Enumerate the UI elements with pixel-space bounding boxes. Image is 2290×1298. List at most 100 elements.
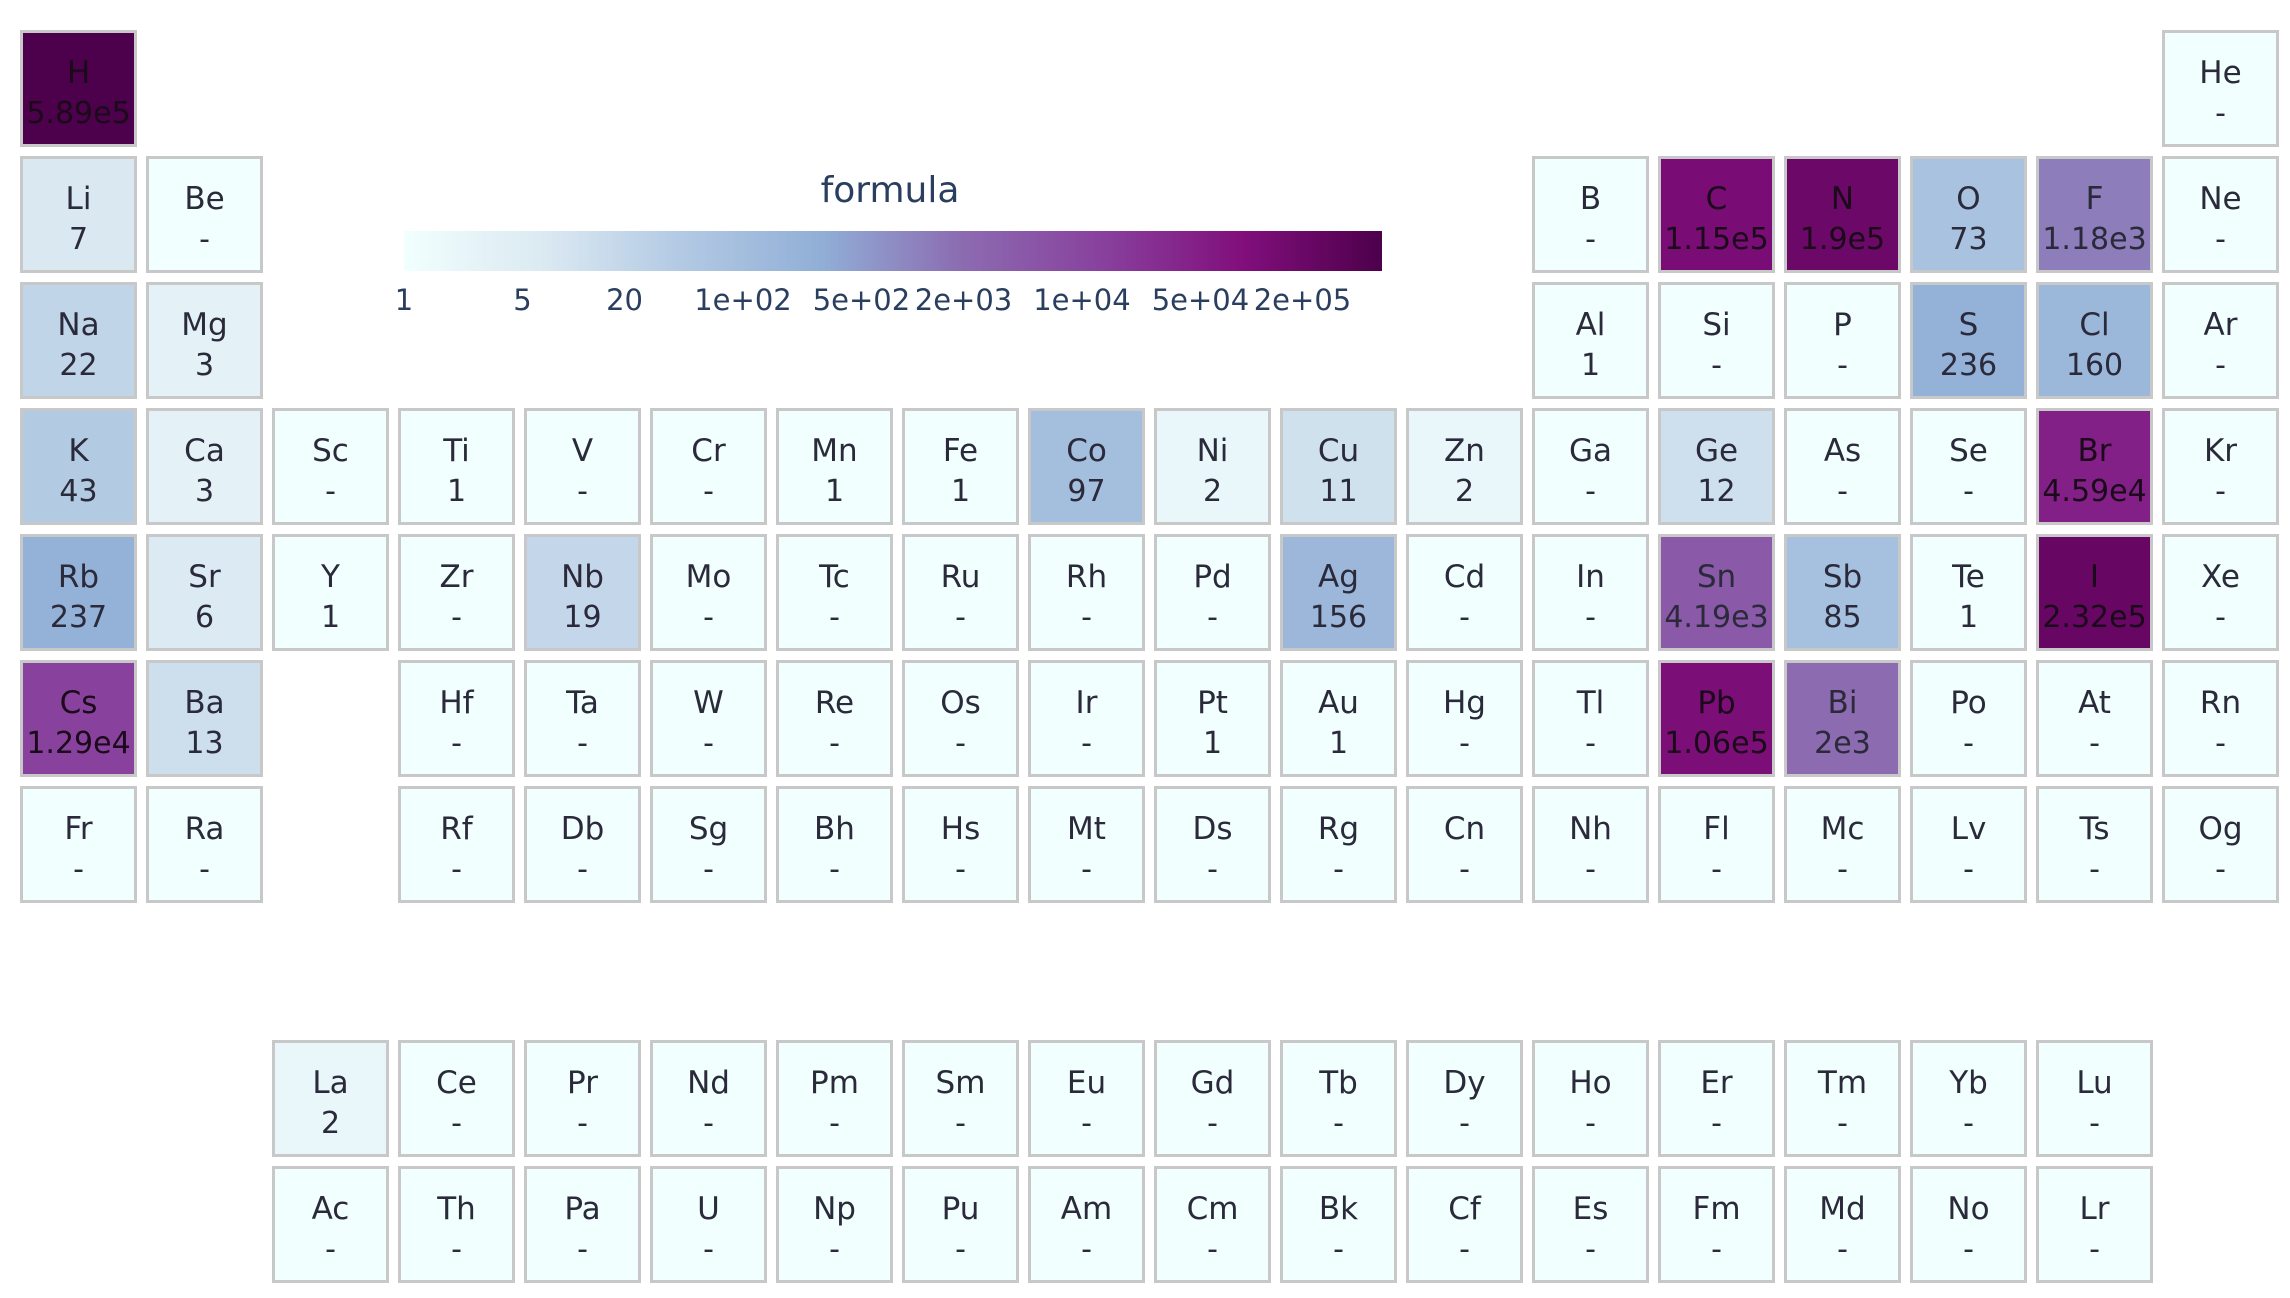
element-cell-as[interactable]: As - [1784,408,1901,525]
element-cell-ho[interactable]: Ho - [1532,1040,1649,1157]
element-cell-si[interactable]: Si - [1658,282,1775,399]
element-cell-in[interactable]: In - [1532,534,1649,651]
element-cell-at[interactable]: At - [2036,660,2153,777]
element-cell-ag[interactable]: Ag 156 [1280,534,1397,651]
element-cell-fe[interactable]: Fe 1 [902,408,1019,525]
element-cell-nd[interactable]: Nd - [650,1040,767,1157]
element-cell-se[interactable]: Se - [1910,408,2027,525]
element-cell-na[interactable]: Na 22 [20,282,137,399]
element-cell-no[interactable]: No - [1910,1166,2027,1283]
element-cell-ge[interactable]: Ge 12 [1658,408,1775,525]
element-cell-ti[interactable]: Ti 1 [398,408,515,525]
element-cell-nh[interactable]: Nh - [1532,786,1649,903]
element-cell-bi[interactable]: Bi 2e3 [1784,660,1901,777]
element-cell-am[interactable]: Am - [1028,1166,1145,1283]
element-cell-bk[interactable]: Bk - [1280,1166,1397,1283]
element-cell-la[interactable]: La 2 [272,1040,389,1157]
element-cell-tm[interactable]: Tm - [1784,1040,1901,1157]
element-cell-n[interactable]: N 1.9e5 [1784,156,1901,273]
element-cell-xe[interactable]: Xe - [2162,534,2279,651]
element-cell-u[interactable]: U- [650,1166,767,1283]
element-cell-pt[interactable]: Pt 1 [1154,660,1271,777]
element-cell-li[interactable]: Li 7 [20,156,137,273]
element-cell-sg[interactable]: Sg - [650,786,767,903]
element-cell-fr[interactable]: Fr - [20,786,137,903]
element-cell-ni[interactable]: Ni 2 [1154,408,1271,525]
element-cell-pu[interactable]: Pu - [902,1166,1019,1283]
element-cell-ce[interactable]: Ce - [398,1040,515,1157]
element-cell-te[interactable]: Te 1 [1910,534,2027,651]
element-cell-ts[interactable]: Ts - [2036,786,2153,903]
element-cell-np[interactable]: Np - [776,1166,893,1283]
element-cell-mo[interactable]: Mo - [650,534,767,651]
element-cell-c[interactable]: C 1.15e5 [1658,156,1775,273]
element-cell-es[interactable]: Es - [1532,1166,1649,1283]
element-cell-zn[interactable]: Zn 2 [1406,408,1523,525]
element-cell-nb[interactable]: Nb 19 [524,534,641,651]
element-cell-ca[interactable]: Ca 3 [146,408,263,525]
element-cell-pb[interactable]: Pb 1.06e5 [1658,660,1775,777]
element-cell-er[interactable]: Er - [1658,1040,1775,1157]
element-cell-cs[interactable]: Cs 1.29e4 [20,660,137,777]
element-cell-ra[interactable]: Ra - [146,786,263,903]
element-cell-eu[interactable]: Eu - [1028,1040,1145,1157]
element-cell-gd[interactable]: Gd - [1154,1040,1271,1157]
element-cell-br[interactable]: Br 4.59e4 [2036,408,2153,525]
element-cell-pa[interactable]: Pa - [524,1166,641,1283]
element-cell-cl[interactable]: Cl 160 [2036,282,2153,399]
element-cell-rg[interactable]: Rg - [1280,786,1397,903]
element-cell-rn[interactable]: Rn - [2162,660,2279,777]
element-cell-ac[interactable]: Ac - [272,1166,389,1283]
element-cell-lv[interactable]: Lv - [1910,786,2027,903]
element-cell-ds[interactable]: Ds - [1154,786,1271,903]
element-cell-hf[interactable]: Hf - [398,660,515,777]
element-cell-fm[interactable]: Fm - [1658,1166,1775,1283]
element-cell-s[interactable]: S 236 [1910,282,2027,399]
element-cell-kr[interactable]: Kr - [2162,408,2279,525]
element-cell-md[interactable]: Md - [1784,1166,1901,1283]
element-cell-p[interactable]: P- [1784,282,1901,399]
element-cell-db[interactable]: Db - [524,786,641,903]
element-cell-cf[interactable]: Cf - [1406,1166,1523,1283]
element-cell-ba[interactable]: Ba 13 [146,660,263,777]
element-cell-ta[interactable]: Ta - [524,660,641,777]
element-cell-hs[interactable]: Hs - [902,786,1019,903]
element-cell-ru[interactable]: Ru - [902,534,1019,651]
element-cell-re[interactable]: Re - [776,660,893,777]
element-cell-dy[interactable]: Dy - [1406,1040,1523,1157]
element-cell-rb[interactable]: Rb 237 [20,534,137,651]
element-cell-og[interactable]: Og - [2162,786,2279,903]
element-cell-ar[interactable]: Ar - [2162,282,2279,399]
element-cell-mg[interactable]: Mg 3 [146,282,263,399]
element-cell-pd[interactable]: Pd - [1154,534,1271,651]
element-cell-mt[interactable]: Mt - [1028,786,1145,903]
element-cell-pm[interactable]: Pm - [776,1040,893,1157]
element-cell-rf[interactable]: Rf - [398,786,515,903]
element-cell-pr[interactable]: Pr - [524,1040,641,1157]
element-cell-au[interactable]: Au 1 [1280,660,1397,777]
element-cell-cn[interactable]: Cn - [1406,786,1523,903]
element-cell-v[interactable]: V- [524,408,641,525]
element-cell-rh[interactable]: Rh - [1028,534,1145,651]
element-cell-yb[interactable]: Yb - [1910,1040,2027,1157]
element-cell-sm[interactable]: Sm - [902,1040,1019,1157]
element-cell-w[interactable]: W- [650,660,767,777]
element-cell-h[interactable]: H 5.89e5 [20,30,137,147]
element-cell-k[interactable]: K 43 [20,408,137,525]
element-cell-f[interactable]: F 1.18e3 [2036,156,2153,273]
element-cell-mc[interactable]: Mc - [1784,786,1901,903]
element-cell-o[interactable]: O 73 [1910,156,2027,273]
element-cell-hg[interactable]: Hg - [1406,660,1523,777]
element-cell-cd[interactable]: Cd - [1406,534,1523,651]
element-cell-sb[interactable]: Sb 85 [1784,534,1901,651]
element-cell-ne[interactable]: Ne - [2162,156,2279,273]
element-cell-cr[interactable]: Cr - [650,408,767,525]
element-cell-al[interactable]: Al 1 [1532,282,1649,399]
element-cell-ir[interactable]: Ir - [1028,660,1145,777]
element-cell-mn[interactable]: Mn 1 [776,408,893,525]
element-cell-os[interactable]: Os - [902,660,1019,777]
element-cell-sr[interactable]: Sr 6 [146,534,263,651]
element-cell-be[interactable]: Be - [146,156,263,273]
element-cell-fl[interactable]: Fl - [1658,786,1775,903]
